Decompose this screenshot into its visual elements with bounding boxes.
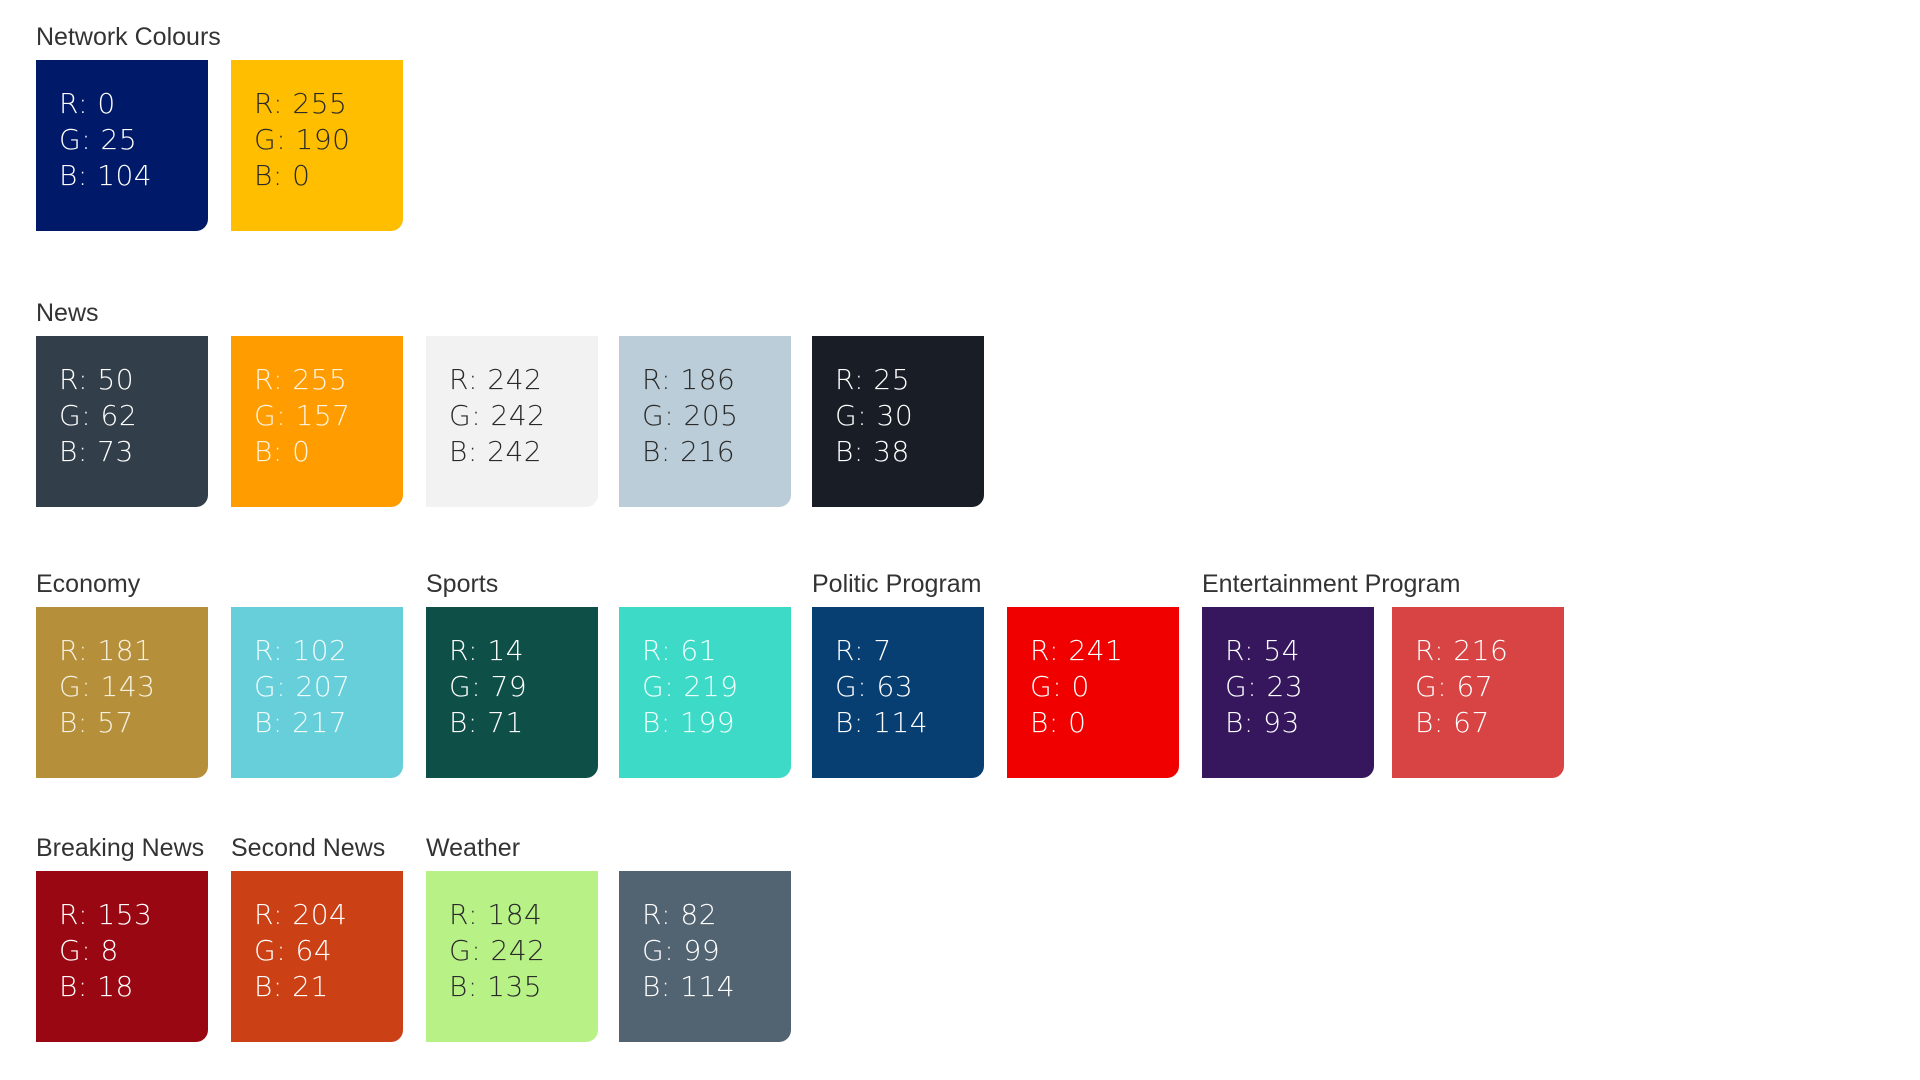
rgb-value: B: 199 [642, 706, 736, 739]
rgb-value: B: 217 [254, 706, 348, 739]
rgb-value: R: 184 [449, 898, 543, 931]
rgb-value: B: 0 [1030, 706, 1087, 739]
color-swatch: R: 82 G: 99 B: 114 [619, 871, 791, 1042]
color-swatch: R: 241 G: 0 B: 0 [1007, 607, 1179, 778]
rgb-value: G: 25 [59, 123, 138, 156]
rgb-value: R: 61 [642, 634, 718, 667]
rgb-value: R: 241 [1030, 634, 1124, 667]
rgb-value: G: 143 [59, 670, 156, 703]
group-label: Weather [426, 834, 521, 862]
rgb-value: R: 153 [59, 898, 153, 931]
group-label: Politic Program [812, 570, 982, 598]
rgb-value: G: 219 [642, 670, 739, 703]
color-swatch: R: 7 G: 63 B: 114 [812, 607, 984, 778]
color-swatch: R: 181 G: 143 B: 57 [36, 607, 208, 778]
rgb-value: R: 204 [254, 898, 348, 931]
color-swatch: R: 204 G: 64 B: 21 [231, 871, 403, 1042]
rgb-value: R: 0 [59, 87, 116, 120]
rgb-value: B: 18 [59, 970, 134, 1003]
rgb-value: B: 73 [59, 435, 134, 468]
color-swatch: R: 255 G: 157 B: 0 [231, 336, 403, 507]
color-swatch: R: 153 G: 8 B: 18 [36, 871, 208, 1042]
rgb-value: B: 38 [835, 435, 910, 468]
group-label: Entertainment Program [1202, 570, 1461, 598]
rgb-value: G: 242 [449, 934, 546, 967]
rgb-value: B: 57 [59, 706, 134, 739]
rgb-value: R: 50 [59, 363, 135, 396]
color-swatch: R: 186 G: 205 B: 216 [619, 336, 791, 507]
group-label: Network Colours [36, 23, 221, 51]
color-swatch: R: 242 G: 242 B: 242 [426, 336, 598, 507]
group-label: Second News [231, 834, 386, 862]
color-swatch: R: 14 G: 79 B: 71 [426, 607, 598, 778]
rgb-value: R: 216 [1415, 634, 1509, 667]
color-swatch: R: 255 G: 190 B: 0 [231, 60, 403, 231]
rgb-value: G: 63 [835, 670, 914, 703]
rgb-value: R: 102 [254, 634, 348, 667]
rgb-value: R: 242 [449, 363, 543, 396]
rgb-value: G: 99 [642, 934, 721, 967]
rgb-value: G: 67 [1415, 670, 1494, 703]
rgb-value: G: 207 [254, 670, 351, 703]
color-swatch: R: 50 G: 62 B: 73 [36, 336, 208, 507]
rgb-value: G: 0 [1030, 670, 1090, 703]
group-label: Sports [426, 570, 499, 598]
group-label: News [36, 299, 99, 327]
rgb-value: G: 157 [254, 399, 351, 432]
rgb-value: G: 23 [1225, 670, 1304, 703]
rgb-value: R: 25 [835, 363, 911, 396]
color-swatch: R: 25 G: 30 B: 38 [812, 336, 984, 507]
rgb-value: R: 7 [835, 634, 892, 667]
group-label: Breaking News [36, 834, 205, 862]
color-swatch: R: 102 G: 207 B: 217 [231, 607, 403, 778]
rgb-value: G: 242 [449, 399, 546, 432]
rgb-value: R: 255 [254, 87, 348, 120]
rgb-value: B: 135 [449, 970, 543, 1003]
rgb-value: G: 8 [59, 934, 119, 967]
rgb-value: R: 255 [254, 363, 348, 396]
color-swatch: R: 216 G: 67 B: 67 [1392, 607, 1564, 778]
rgb-value: G: 79 [449, 670, 528, 703]
color-swatch: R: 0 G: 25 B: 104 [36, 60, 208, 231]
group-label: Economy [36, 570, 141, 598]
rgb-value: B: 114 [835, 706, 929, 739]
rgb-value: R: 54 [1225, 634, 1301, 667]
rgb-value: B: 93 [1225, 706, 1300, 739]
rgb-value: G: 190 [254, 123, 351, 156]
rgb-value: B: 242 [449, 435, 543, 468]
rgb-value: B: 114 [642, 970, 736, 1003]
rgb-value: G: 205 [642, 399, 739, 432]
rgb-value: R: 82 [642, 898, 718, 931]
rgb-value: B: 216 [642, 435, 736, 468]
rgb-value: R: 14 [449, 634, 525, 667]
color-swatch: R: 61 G: 219 B: 199 [619, 607, 791, 778]
color-swatch: R: 184 G: 242 B: 135 [426, 871, 598, 1042]
rgb-value: G: 64 [254, 934, 333, 967]
rgb-value: B: 67 [1415, 706, 1490, 739]
rgb-value: B: 104 [59, 159, 153, 192]
rgb-value: R: 181 [59, 634, 153, 667]
rgb-value: B: 21 [254, 970, 329, 1003]
rgb-value: G: 30 [835, 399, 914, 432]
rgb-value: R: 186 [642, 363, 736, 396]
rgb-value: B: 0 [254, 159, 311, 192]
color-swatch: R: 54 G: 23 B: 93 [1202, 607, 1374, 778]
rgb-value: B: 71 [449, 706, 524, 739]
rgb-value: B: 0 [254, 435, 311, 468]
rgb-value: G: 62 [59, 399, 138, 432]
